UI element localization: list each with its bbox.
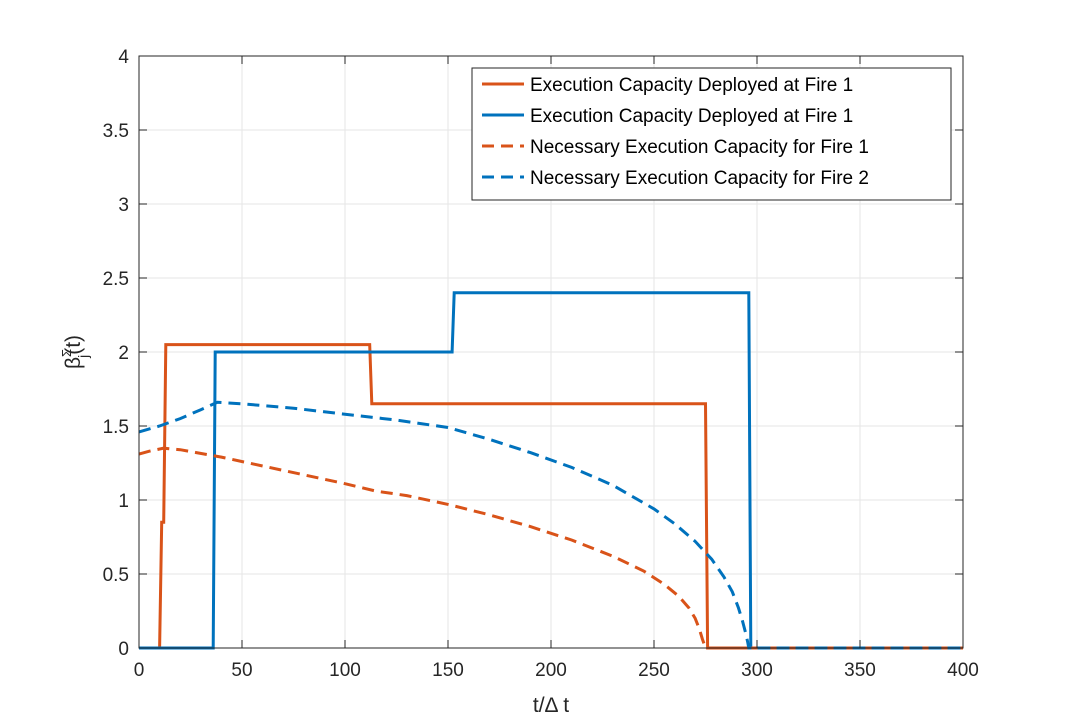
x-tick-label: 400: [947, 660, 979, 681]
y-tick-label: 3: [118, 195, 129, 216]
y-tick-label: 2.5: [103, 269, 129, 290]
y-tick-label: 3.5: [103, 121, 129, 142]
x-tick-label: 250: [638, 660, 670, 681]
legend-label-4: Necessary Execution Capacity for Fire 2: [530, 168, 869, 189]
series-line-2: [139, 291, 963, 650]
x-tick-label: 100: [329, 660, 361, 681]
legend-label-1: Execution Capacity Deployed at Fire 1: [530, 75, 853, 96]
y-tick-label: 1.5: [103, 417, 129, 438]
x-tick-label: 0: [134, 660, 145, 681]
x-tick-label: 350: [844, 660, 876, 681]
y-tick-label: 0: [118, 639, 129, 660]
x-tick-label: 150: [432, 660, 464, 681]
y-tick-label: 1: [118, 491, 129, 512]
y-axis-label-suffix: (t): [62, 335, 85, 355]
legend-label-3: Necessary Execution Capacity for Fire 1: [530, 137, 869, 158]
x-tick-label: 50: [231, 660, 252, 681]
axis-ticks: 0 50 100 150 200 250 300 350 400 0 0.5 1 1.5 2 2.5 3 3.5…: [103, 47, 979, 681]
y-axis-label: βΣj(t): [59, 335, 91, 369]
series-lines: [138, 291, 963, 650]
series-line-4: [138, 400, 963, 650]
y-axis-label-superscript: Σ: [59, 349, 74, 357]
legend-label-2: Execution Capacity Deployed at Fire 1: [530, 106, 853, 127]
legend: Execution Capacity Deployed at Fire 1 Exe…: [471, 67, 952, 201]
y-axis-label-symbol: β: [62, 357, 85, 369]
y-tick-label: 4: [118, 47, 129, 68]
y-tick-label: 0.5: [103, 565, 129, 586]
x-tick-label: 300: [741, 660, 773, 681]
series-line-1: [139, 343, 963, 650]
x-axis-label: t/Δ t: [533, 694, 569, 717]
legend-box: [471, 67, 952, 201]
y-axis-label-subscript: j: [75, 355, 91, 359]
y-tick-label: 2: [118, 343, 129, 364]
x-tick-label: 200: [535, 660, 567, 681]
series-line-3: [138, 446, 963, 650]
